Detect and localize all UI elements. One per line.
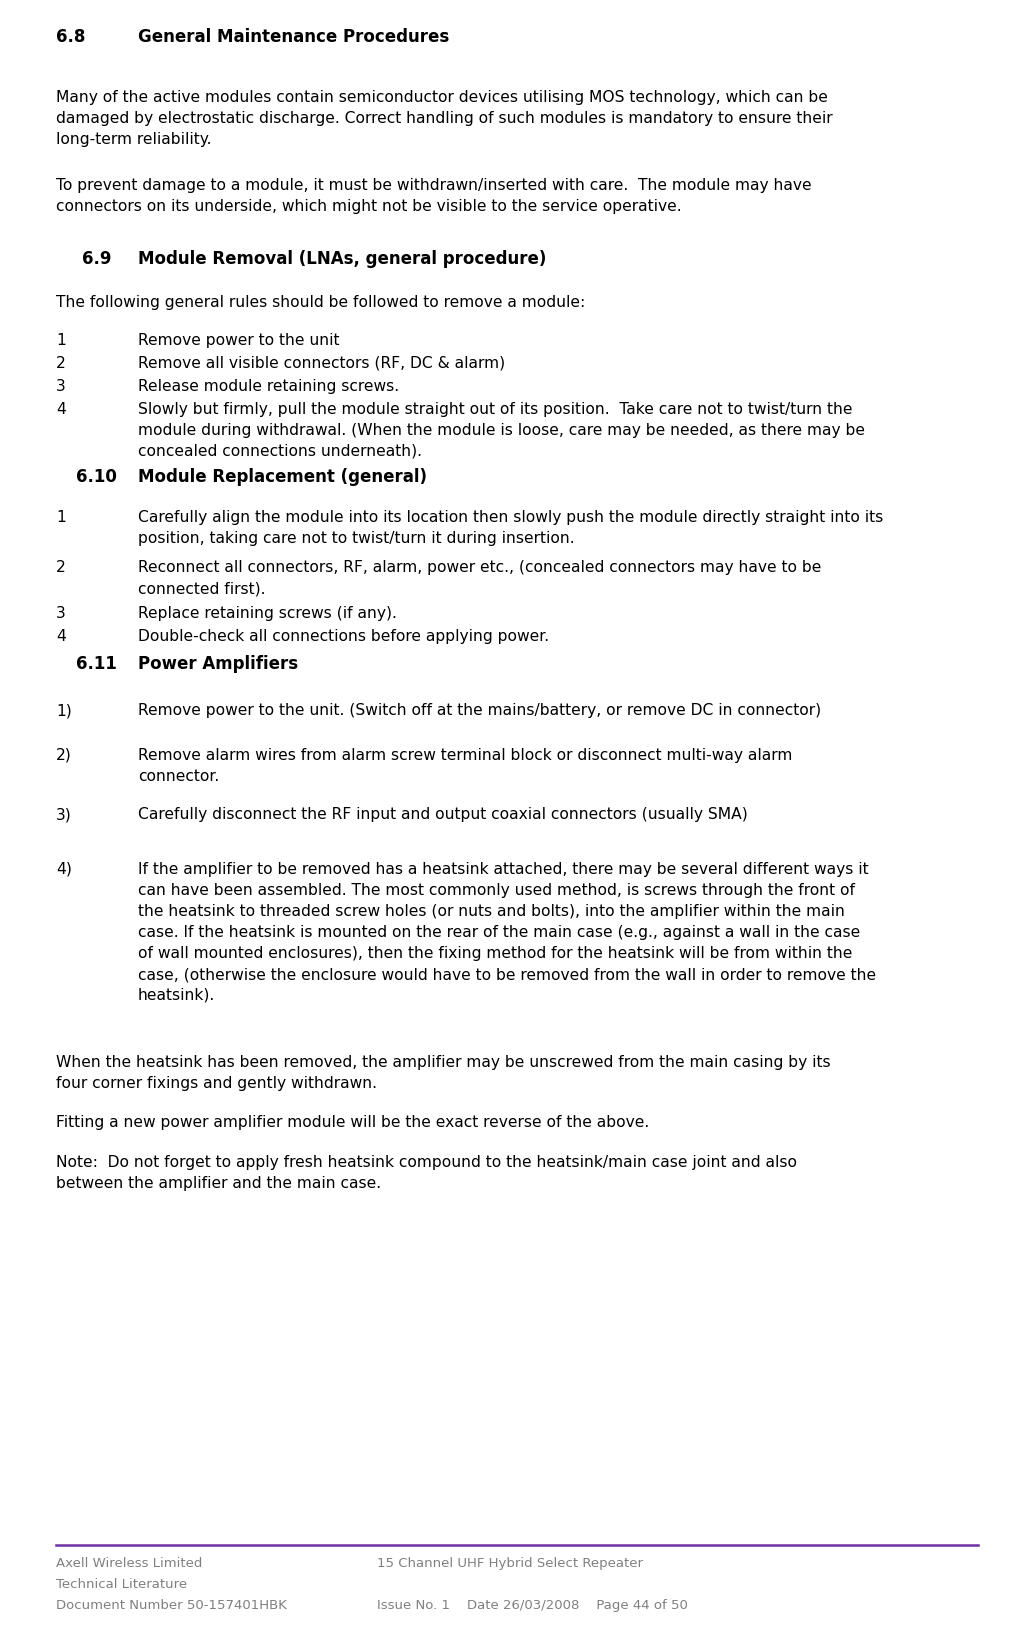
Text: The following general rules should be followed to remove a module:: The following general rules should be fo… bbox=[56, 295, 585, 309]
Text: Replace retaining screws (if any).: Replace retaining screws (if any). bbox=[138, 606, 397, 620]
Text: 1: 1 bbox=[56, 511, 65, 525]
Text: Remove alarm wires from alarm screw terminal block or disconnect multi-way alarm: Remove alarm wires from alarm screw term… bbox=[138, 748, 792, 784]
Text: Carefully align the module into its location then slowly push the module directl: Carefully align the module into its loca… bbox=[138, 511, 883, 547]
Text: Module Replacement (general): Module Replacement (general) bbox=[138, 468, 427, 486]
Text: If the amplifier to be removed has a heatsink attached, there may be several dif: If the amplifier to be removed has a hea… bbox=[138, 863, 876, 1003]
Text: Many of the active modules contain semiconductor devices utilising MOS technolog: Many of the active modules contain semic… bbox=[56, 90, 832, 147]
Text: Carefully disconnect the RF input and output coaxial connectors (usually SMA): Carefully disconnect the RF input and ou… bbox=[138, 807, 748, 822]
Text: Slowly but firmly, pull the module straight out of its position.  Take care not : Slowly but firmly, pull the module strai… bbox=[138, 403, 864, 458]
Text: Remove power to the unit. (Switch off at the mains/battery, or remove DC in conn: Remove power to the unit. (Switch off at… bbox=[138, 702, 821, 719]
Text: 15 Channel UHF Hybrid Select Repeater: 15 Channel UHF Hybrid Select Repeater bbox=[377, 1557, 643, 1570]
Text: 4: 4 bbox=[56, 629, 66, 643]
Text: When the heatsink has been removed, the amplifier may be unscrewed from the main: When the heatsink has been removed, the … bbox=[56, 1054, 830, 1090]
Text: 1: 1 bbox=[56, 332, 65, 349]
Text: Module Removal (LNAs, general procedure): Module Removal (LNAs, general procedure) bbox=[138, 250, 546, 268]
Text: 2): 2) bbox=[56, 748, 71, 763]
Text: 2: 2 bbox=[56, 355, 65, 372]
Text: 6.10: 6.10 bbox=[77, 468, 117, 486]
Text: 4): 4) bbox=[56, 863, 71, 877]
Text: To prevent damage to a module, it must be withdrawn/inserted with care.  The mod: To prevent damage to a module, it must b… bbox=[56, 178, 812, 214]
Text: 3: 3 bbox=[56, 380, 65, 395]
Text: 4: 4 bbox=[56, 403, 66, 417]
Text: Reconnect all connectors, RF, alarm, power etc., (concealed connectors may have : Reconnect all connectors, RF, alarm, pow… bbox=[138, 560, 821, 596]
Text: 1): 1) bbox=[56, 702, 71, 719]
Text: Double-check all connections before applying power.: Double-check all connections before appl… bbox=[138, 629, 549, 643]
Text: Issue No. 1    Date 26/03/2008    Page 44 of 50: Issue No. 1 Date 26/03/2008 Page 44 of 5… bbox=[377, 1599, 689, 1612]
Text: Remove power to the unit: Remove power to the unit bbox=[138, 332, 339, 349]
Text: Technical Literature: Technical Literature bbox=[56, 1578, 187, 1591]
Text: 6.9: 6.9 bbox=[82, 250, 112, 268]
Text: Note:  Do not forget to apply fresh heatsink compound to the heatsink/main case : Note: Do not forget to apply fresh heats… bbox=[56, 1156, 797, 1192]
Text: 6.8: 6.8 bbox=[56, 28, 86, 46]
Text: Release module retaining screws.: Release module retaining screws. bbox=[138, 380, 399, 395]
Text: Fitting a new power amplifier module will be the exact reverse of the above.: Fitting a new power amplifier module wil… bbox=[56, 1115, 649, 1130]
Text: 3: 3 bbox=[56, 606, 65, 620]
Text: Axell Wireless Limited: Axell Wireless Limited bbox=[56, 1557, 203, 1570]
Text: Remove all visible connectors (RF, DC & alarm): Remove all visible connectors (RF, DC & … bbox=[138, 355, 505, 372]
Text: General Maintenance Procedures: General Maintenance Procedures bbox=[138, 28, 449, 46]
Text: 3): 3) bbox=[56, 807, 71, 822]
Text: 2: 2 bbox=[56, 560, 65, 575]
Text: Document Number 50-157401HBK: Document Number 50-157401HBK bbox=[56, 1599, 286, 1612]
Text: 6.11: 6.11 bbox=[77, 655, 117, 673]
Text: Power Amplifiers: Power Amplifiers bbox=[138, 655, 298, 673]
